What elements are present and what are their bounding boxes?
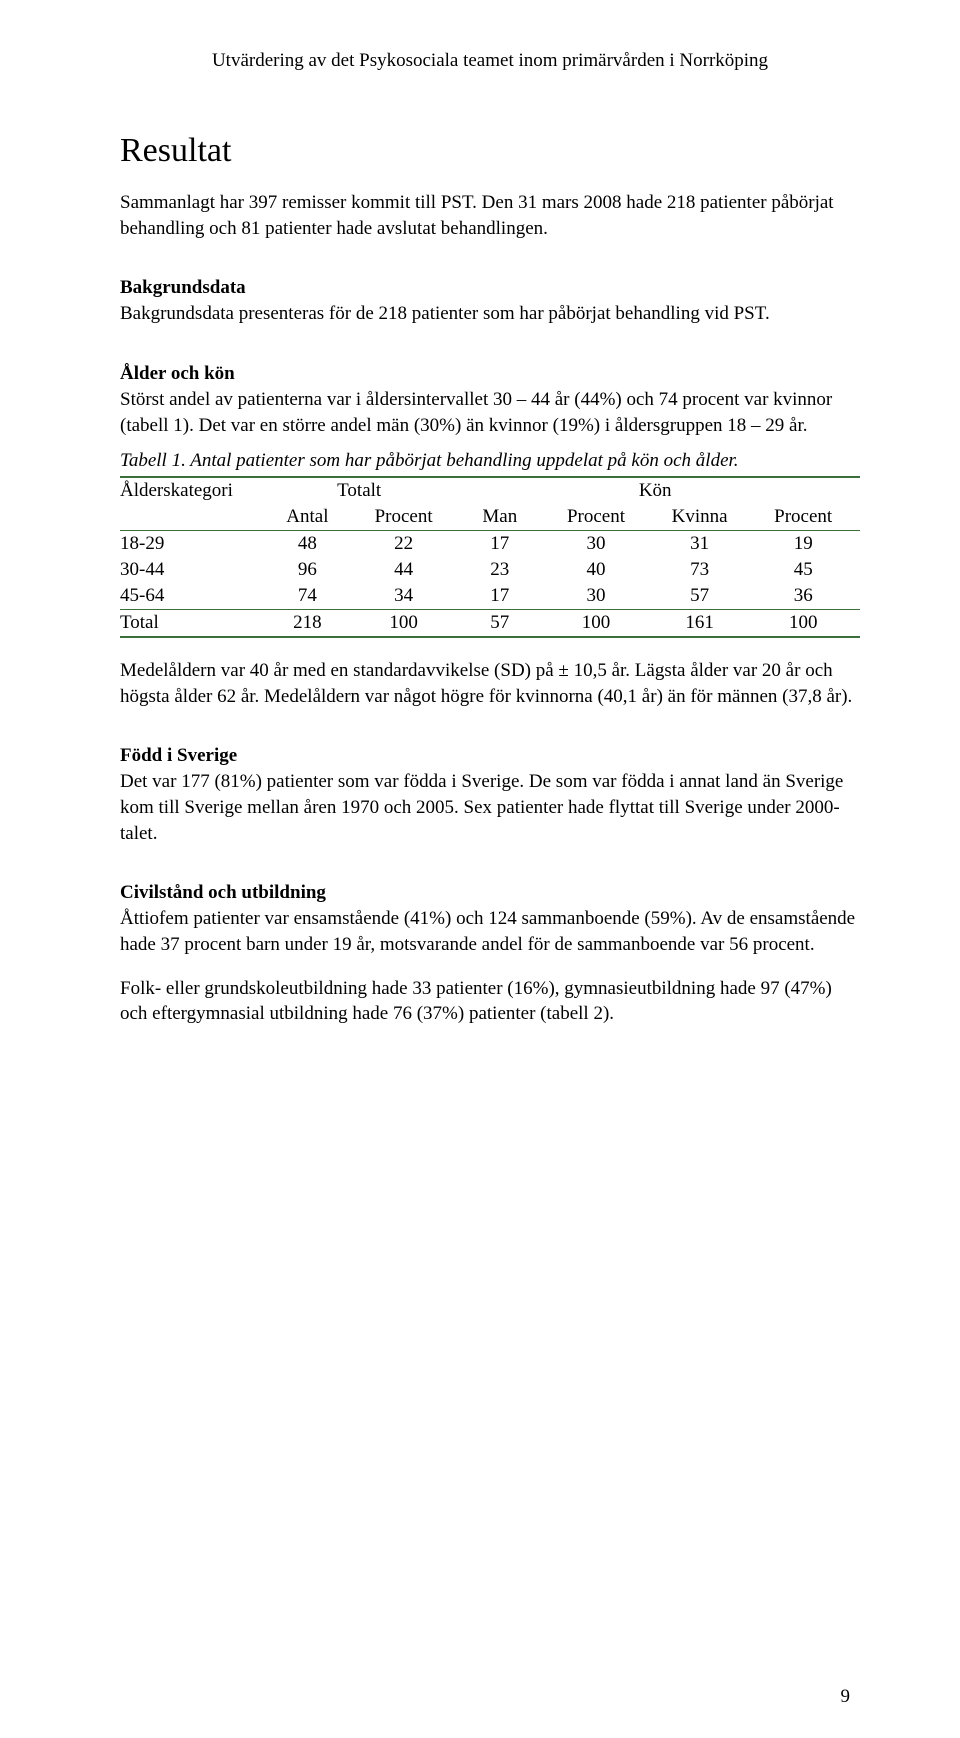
after-table-text: Medelåldern var 40 år med en standardavv… <box>120 658 860 709</box>
cell-value: 48 <box>268 531 357 558</box>
table-row: 18-29482217303119 <box>120 531 860 558</box>
col-man: Man <box>460 504 549 531</box>
fodd-block: Född i Sverige Det var 177 (81%) patient… <box>120 745 860 846</box>
cell-value: 36 <box>756 583 860 610</box>
cell-value: 57 <box>653 583 757 610</box>
after-table-block: Medelåldern var 40 år med en standardavv… <box>120 658 860 709</box>
total-cell: 100 <box>549 610 653 638</box>
cell-value: 74 <box>268 583 357 610</box>
col-kvinna: Kvinna <box>653 504 757 531</box>
cell-value: 73 <box>653 557 757 583</box>
row-label: 18-29 <box>120 531 268 558</box>
bakgrund-block: Bakgrundsdata Bakgrundsdata presenteras … <box>120 277 860 327</box>
bakgrund-text: Bakgrundsdata presenteras för de 218 pat… <box>120 301 860 327</box>
colgroup-alders: Ålderskategori <box>120 477 268 504</box>
total-cell: 100 <box>357 610 461 638</box>
row-label: 45-64 <box>120 583 268 610</box>
cell-value: 45 <box>756 557 860 583</box>
page-container: Utvärdering av det Psykosociala teamet i… <box>0 0 960 1738</box>
row-label: 30-44 <box>120 557 268 583</box>
cell-value: 40 <box>549 557 653 583</box>
table-row: 30-44964423407345 <box>120 557 860 583</box>
table-total-row: Total21810057100161100 <box>120 610 860 638</box>
table-row: 45-64743417305736 <box>120 583 860 610</box>
civil-block: Civilstånd och utbildning Åttiofem patie… <box>120 882 860 1027</box>
cell-value: 17 <box>460 531 549 558</box>
total-cell: 161 <box>653 610 757 638</box>
fodd-text: Det var 177 (81%) patienter som var född… <box>120 769 860 846</box>
table1-caption: Tabell 1. Antal patienter som har påbörj… <box>120 450 860 472</box>
total-label: Total <box>120 610 268 638</box>
fodd-heading: Född i Sverige <box>120 745 860 767</box>
total-cell: 218 <box>268 610 357 638</box>
cell-value: 19 <box>756 531 860 558</box>
cell-value: 22 <box>357 531 461 558</box>
colgroup-totalt: Totalt <box>268 477 460 504</box>
page-number: 9 <box>841 1686 851 1708</box>
bakgrund-heading: Bakgrundsdata <box>120 277 860 299</box>
total-cell: 57 <box>460 610 549 638</box>
col-procent1: Procent <box>357 504 461 531</box>
civil-p2: Folk- eller grundskoleutbildning hade 33… <box>120 976 860 1027</box>
cell-value: 34 <box>357 583 461 610</box>
table1: Ålderskategori Totalt Kön Antal Procent … <box>120 476 860 638</box>
cell-value: 23 <box>460 557 549 583</box>
alder-block: Ålder och kön Störst andel av patientern… <box>120 363 860 438</box>
civil-heading: Civilstånd och utbildning <box>120 882 860 904</box>
cell-value: 17 <box>460 583 549 610</box>
total-cell: 100 <box>756 610 860 638</box>
civil-p1: Åttiofem patienter var ensamstående (41%… <box>120 906 860 957</box>
alder-heading: Ålder och kön <box>120 363 860 385</box>
cell-value: 44 <box>357 557 461 583</box>
cell-value: 30 <box>549 531 653 558</box>
running-header: Utvärdering av det Psykosociala teamet i… <box>120 50 860 72</box>
cell-value: 30 <box>549 583 653 610</box>
col-procent3: Procent <box>756 504 860 531</box>
alder-text: Störst andel av patienterna var i ålders… <box>120 387 860 438</box>
section-title: Resultat <box>120 132 860 170</box>
cell-value: 96 <box>268 557 357 583</box>
intro-paragraph: Sammanlagt har 397 remisser kommit till … <box>120 190 860 241</box>
col-antal: Antal <box>268 504 357 531</box>
col-procent2: Procent <box>549 504 653 531</box>
intro-block: Sammanlagt har 397 remisser kommit till … <box>120 190 860 241</box>
colgroup-kon: Kön <box>460 477 860 504</box>
cell-value: 31 <box>653 531 757 558</box>
